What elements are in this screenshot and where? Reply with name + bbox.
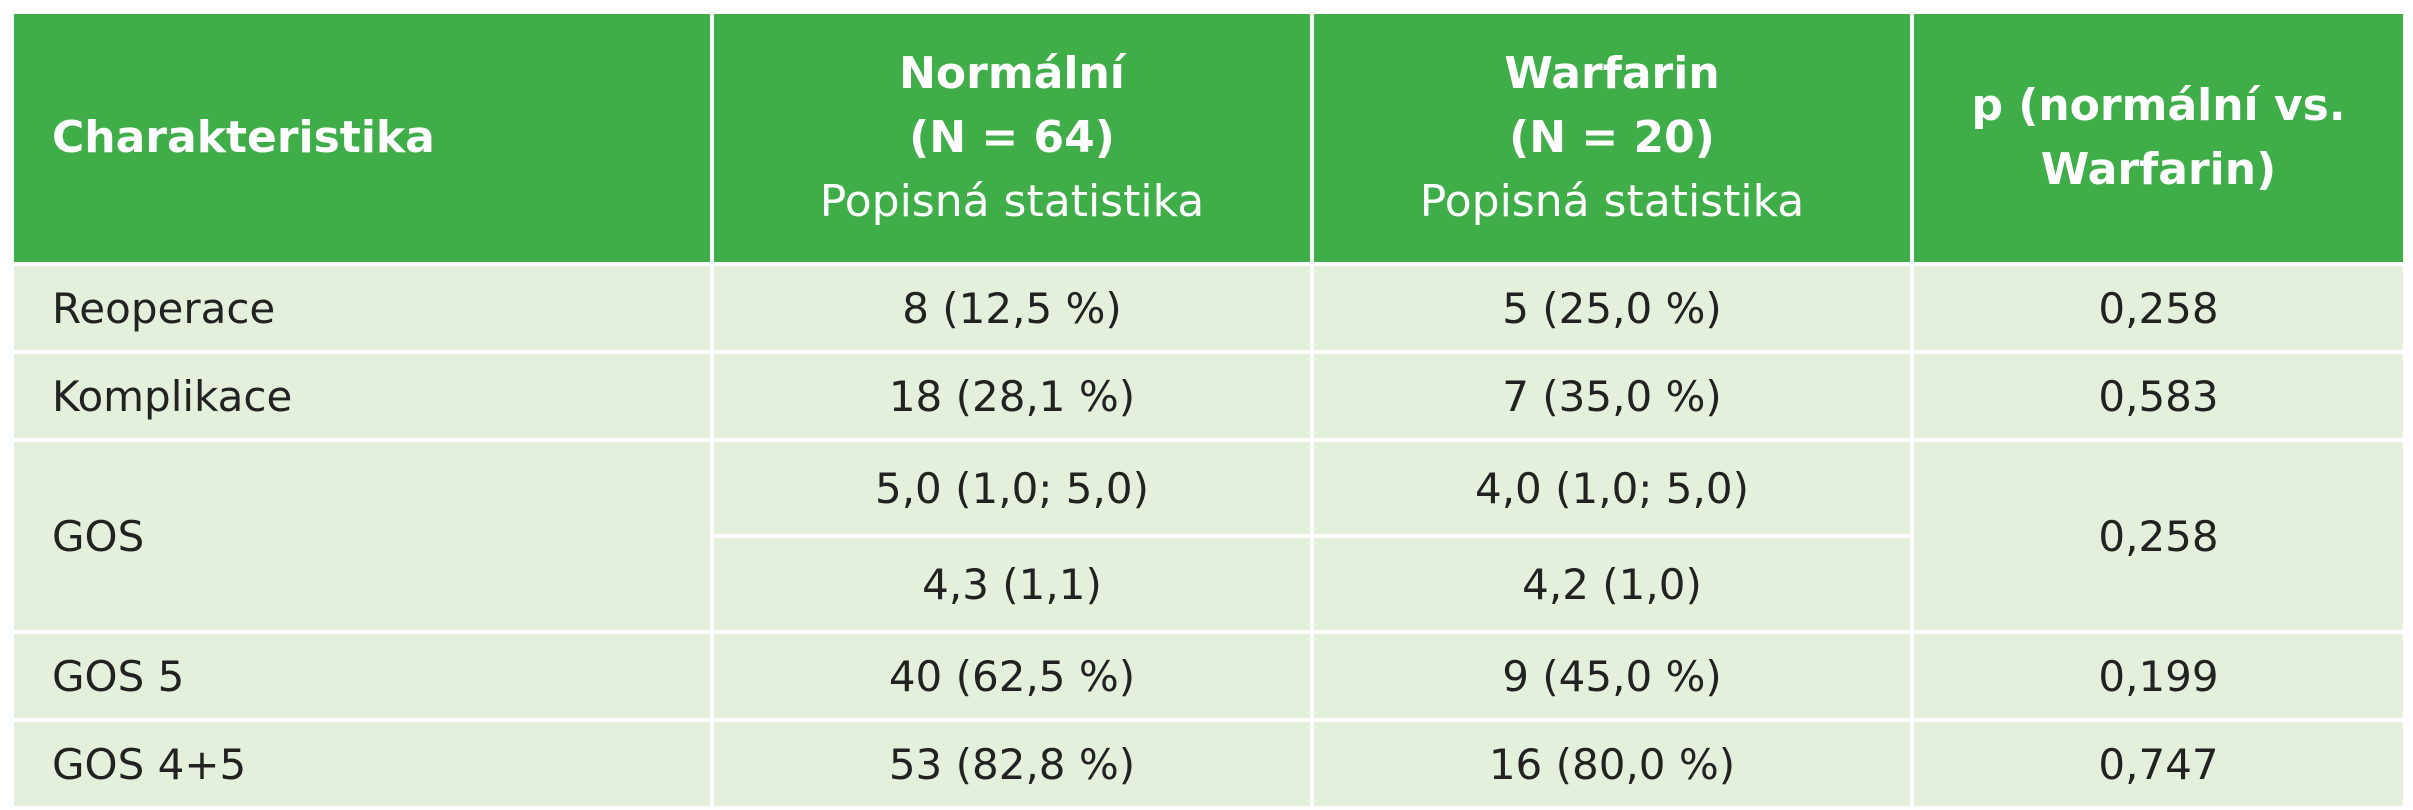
cell-p-value: 0,258 <box>1910 262 2407 354</box>
header-warfarin-title: Warfarin <box>1504 48 1720 99</box>
table-body: Reoperace 8 (12,5 %) 5 (25,0 %) 0,258 Ko… <box>10 262 2407 810</box>
row-label: Komplikace <box>10 350 714 442</box>
cell-warfarin: 9 (45,0 %) <box>1310 630 1914 722</box>
row-label: GOS 5 <box>10 630 714 722</box>
cell-normal: 8 (12,5 %) <box>710 262 1314 354</box>
header-normal-title: Normální <box>899 48 1125 99</box>
header-warfarin-count: (N = 20) <box>1509 112 1715 163</box>
header-normal-stat: Popisná statistika <box>819 176 1205 227</box>
cell-warfarin: 7 (35,0 %) <box>1310 350 1914 442</box>
cell-p-value: 0,258 <box>1910 438 2407 634</box>
header-p-line2: Warfarin) <box>2040 144 2277 195</box>
table-row-komplikace: Komplikace 18 (28,1 %) 7 (35,0 %) 0,583 <box>10 350 2407 442</box>
cell-normal-mean: 4,3 (1,1) <box>710 534 1314 634</box>
table-row-gos-5: GOS 5 40 (62,5 %) 9 (45,0 %) 0,199 <box>10 630 2407 722</box>
cell-warfarin: 5 (25,0 %) <box>1310 262 1914 354</box>
row-label: Reoperace <box>10 262 714 354</box>
cell-warfarin-median: 4,0 (1,0; 5,0) <box>1310 438 1914 538</box>
table-row-reoperace: Reoperace 8 (12,5 %) 5 (25,0 %) 0,258 <box>10 262 2407 354</box>
header-p-line1: p (normální vs. <box>1971 80 2346 131</box>
cell-p-value: 0,583 <box>1910 350 2407 442</box>
header-normal-count: (N = 64) <box>909 112 1115 163</box>
statistics-table: Charakteristika Normální (N = 64) Popisn… <box>10 10 2407 810</box>
header-characteristic: Charakteristika <box>10 10 714 266</box>
cell-warfarin-mean: 4,2 (1,0) <box>1310 534 1914 634</box>
cell-p-value: 0,747 <box>1910 718 2407 810</box>
cell-normal: 53 (82,8 %) <box>710 718 1314 810</box>
table-row-gos-4-5: GOS 4+5 53 (82,8 %) 16 (80,0 %) 0,747 <box>10 718 2407 810</box>
row-label: GOS 4+5 <box>10 718 714 810</box>
cell-normal: 40 (62,5 %) <box>710 630 1314 722</box>
table-header: Charakteristika Normální (N = 64) Popisn… <box>10 10 2407 266</box>
cell-normal-median: 5,0 (1,0; 5,0) <box>710 438 1314 538</box>
header-p-value: p (normální vs. Warfarin) <box>1910 10 2407 266</box>
table-row-gos: GOS 5,0 (1,0; 5,0) 4,0 (1,0; 5,0) 0,258 <box>10 438 2407 634</box>
header-warfarin: Warfarin (N = 20) Popisná statistika <box>1310 10 1914 266</box>
header-warfarin-stat: Popisná statistika <box>1419 176 1805 227</box>
header-row: Charakteristika Normální (N = 64) Popisn… <box>10 10 2407 266</box>
cell-normal: 18 (28,1 %) <box>710 350 1314 442</box>
header-normal: Normální (N = 64) Popisná statistika <box>710 10 1314 266</box>
cell-p-value: 0,199 <box>1910 630 2407 722</box>
statistics-table-container: Charakteristika Normální (N = 64) Popisn… <box>10 10 2407 810</box>
table-row-gos-mean: 4,3 (1,1) 4,2 (1,0) <box>12 534 2405 634</box>
row-label: GOS <box>10 438 714 634</box>
cell-warfarin: 16 (80,0 %) <box>1310 718 1914 810</box>
